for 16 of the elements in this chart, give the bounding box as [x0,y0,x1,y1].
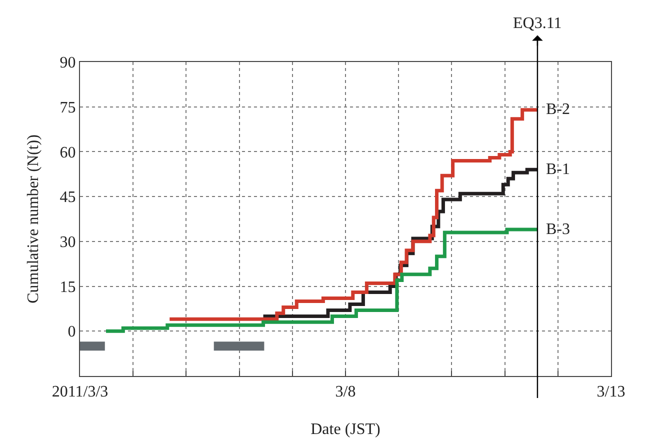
series-label: B-2 [546,101,570,118]
x-axis-title: Date (JST) [310,421,380,438]
series-label: B-1 [546,161,570,178]
x-tick-label: 2011/3/3 [52,383,108,400]
x-tick-label: 3/13 [596,383,626,400]
y-tick-label: 30 [60,234,76,252]
series-label: B-3 [546,221,570,238]
x-tick-label: 3/8 [335,383,356,400]
y-tick-label: 15 [60,278,76,296]
ref-line-label: EQ3.11 [513,15,562,32]
y-axis-title: Cumulative number (N(t)) [24,134,42,304]
y-tick-label: 60 [60,144,76,162]
y-tick-label: 90 [60,54,76,72]
y-tick-label: 0 [68,324,76,341]
y-tick-label: 45 [60,189,76,206]
y-tick-label: 75 [60,99,76,116]
